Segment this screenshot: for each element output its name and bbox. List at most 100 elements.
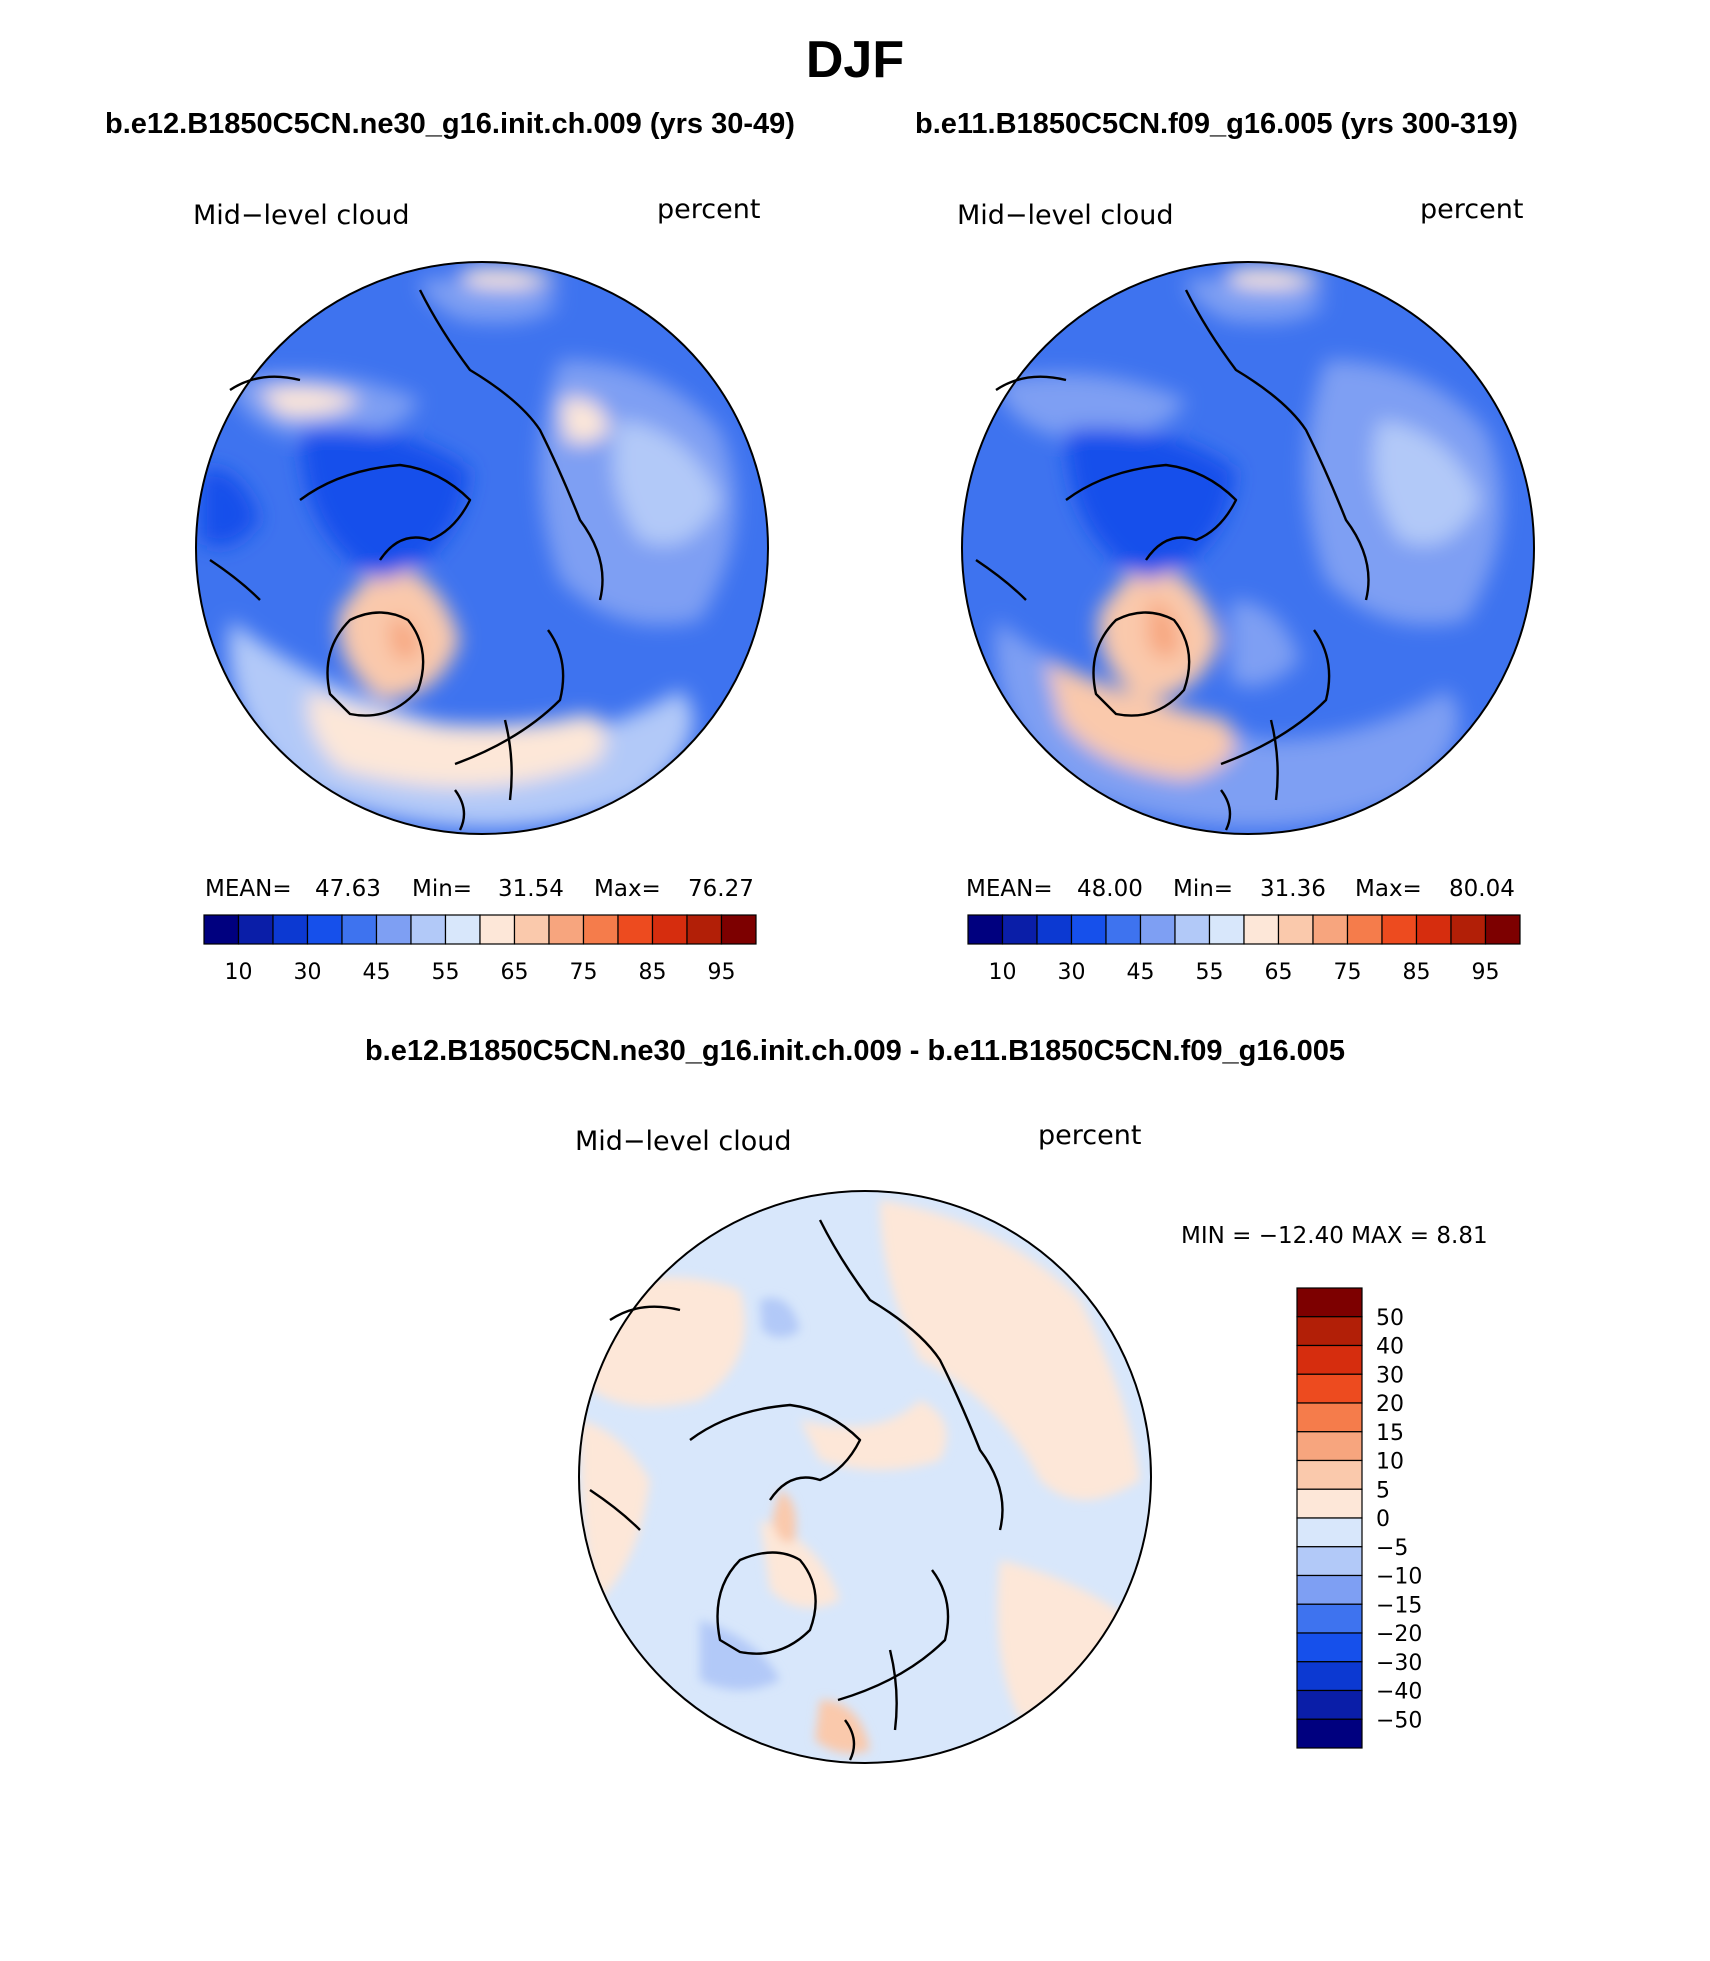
right-colorbar-swatch — [1070, 914, 1107, 945]
left-max-label: Max= — [594, 876, 661, 902]
left-colorbar-swatch — [617, 914, 654, 945]
left-colorbar-swatch — [375, 914, 412, 945]
right-colorbar-swatch — [1381, 914, 1418, 945]
right-colorbar-tick-label: 75 — [1334, 960, 1362, 985]
diff-colorbar-tick-label: 5 — [1376, 1478, 1390, 1503]
left-colorbar-tick-label: 65 — [501, 960, 529, 985]
right-colorbar-swatch — [1450, 914, 1487, 945]
left-colorbar-swatch — [306, 914, 343, 945]
left-colorbar-swatch — [341, 914, 378, 945]
right-colorbar: 10 30 45 55 65 75 85 95 — [967, 914, 1521, 985]
left-colorbar-swatch — [582, 914, 619, 945]
diff-colorbar-tick-label: −40 — [1376, 1680, 1422, 1705]
diff-colorbar-tick-label: 0 — [1376, 1507, 1390, 1532]
left-colorbar-swatch — [513, 914, 550, 945]
right-colorbar-tick-label: 55 — [1196, 960, 1224, 985]
left-min-label: Min= — [412, 876, 473, 902]
right-colorbar-swatch — [1346, 914, 1383, 945]
figure-title: DJF — [805, 31, 905, 89]
diff-colorbar-swatch — [1296, 1603, 1363, 1634]
diff-map-contours — [580, 1200, 1140, 1754]
right-min-label: Min= — [1173, 876, 1234, 902]
left-variable-label: Mid−level cloud — [193, 200, 410, 231]
diff-colorbar-tick-label: 40 — [1376, 1335, 1404, 1360]
right-colorbar-swatch — [967, 914, 1004, 945]
right-colorbar-swatch — [1208, 914, 1245, 945]
diff-colorbar-tick-label: −15 — [1376, 1593, 1422, 1618]
right-max-label: Max= — [1355, 876, 1422, 902]
left-colorbar-swatch — [548, 914, 585, 945]
right-colorbar-tick-label: 10 — [989, 960, 1017, 985]
diff-variable-label: Mid−level cloud — [575, 1126, 792, 1157]
left-colorbar-tick-label: 30 — [294, 960, 322, 985]
left-colorbar-tick-label: 10 — [225, 960, 253, 985]
left-colorbar-tick-label: 85 — [639, 960, 667, 985]
right-case-title: b.e11.B1850C5CN.f09_g16.005 (yrs 300-319… — [915, 108, 1518, 140]
right-units-label: percent — [1420, 194, 1524, 225]
diff-colorbar-swatch — [1296, 1373, 1363, 1404]
left-colorbar-swatch — [237, 914, 274, 945]
right-colorbar-swatch — [1036, 914, 1073, 945]
left-colorbar-swatch — [479, 914, 516, 945]
left-colorbar-tick-label: 95 — [708, 960, 736, 985]
left-colorbar-tick-label: 45 — [363, 960, 391, 985]
left-mean-value: 47.63 — [315, 876, 381, 902]
diff-colorbar-swatch — [1296, 1689, 1363, 1720]
right-colorbar-tick-label: 30 — [1058, 960, 1086, 985]
diff-colorbar-swatch — [1296, 1316, 1363, 1347]
diff-map-outline — [578, 1190, 1152, 1764]
right-mean-value: 48.00 — [1077, 876, 1143, 902]
right-colorbar-swatch — [1174, 914, 1211, 945]
left-case-title: b.e12.B1850C5CN.ne30_g16.init.ch.009 (yr… — [105, 108, 795, 140]
right-map-contours — [994, 267, 1502, 828]
diff-colorbar-tick-label: 15 — [1376, 1421, 1404, 1446]
right-colorbar-swatch — [1243, 914, 1280, 945]
diff-colorbar-swatch — [1296, 1632, 1363, 1663]
left-max-value: 76.27 — [688, 876, 754, 902]
diff-coastlines — [589, 1219, 1004, 1761]
diff-map — [579, 1191, 1151, 1763]
left-colorbar-swatch — [203, 914, 240, 945]
left-colorbar: 10 30 45 55 65 75 85 95 — [203, 914, 757, 985]
right-colorbar-swatch — [1277, 914, 1314, 945]
left-colorbar-swatch — [720, 914, 757, 945]
left-units-label: percent — [657, 194, 761, 225]
right-colorbar-tick-label: 65 — [1265, 960, 1293, 985]
diff-colorbar-tick-label: 30 — [1376, 1363, 1404, 1388]
diff-colorbar-tick-label: −5 — [1376, 1536, 1408, 1561]
diff-colorbar-tick-label: −10 — [1376, 1565, 1422, 1590]
diff-colorbar-swatch — [1296, 1718, 1363, 1749]
right-colorbar-tick-label: 85 — [1403, 960, 1431, 985]
diff-colorbar-swatch — [1296, 1287, 1363, 1318]
right-max-value: 80.04 — [1449, 876, 1515, 902]
left-map — [196, 262, 768, 834]
diff-colorbar-tick-label: 20 — [1376, 1392, 1404, 1417]
left-colorbar-swatch — [651, 914, 688, 945]
right-colorbar-tick-label: 95 — [1472, 960, 1500, 985]
right-colorbar-swatch — [1105, 914, 1142, 945]
left-colorbar-swatch — [410, 914, 447, 945]
right-colorbar-swatch — [1139, 914, 1176, 945]
right-colorbar-swatch — [1312, 914, 1349, 945]
left-mean-label: MEAN= — [205, 876, 292, 902]
diff-colorbar-tick-label: −50 — [1376, 1708, 1422, 1733]
diff-colorbar-swatch — [1296, 1431, 1363, 1462]
diff-colorbar-swatch — [1296, 1459, 1363, 1490]
diff-colorbar-swatch — [1296, 1488, 1363, 1519]
diff-colorbar-swatch — [1296, 1574, 1363, 1605]
diff-colorbar-swatch — [1296, 1517, 1363, 1548]
left-colorbar-swatch — [686, 914, 723, 945]
right-min-value: 31.36 — [1260, 876, 1326, 902]
left-colorbar-swatch — [272, 914, 309, 945]
diff-units-label: percent — [1038, 1120, 1142, 1151]
diff-colorbar-tick-label: −30 — [1376, 1651, 1422, 1676]
left-coastlines — [209, 289, 604, 831]
diff-colorbar-swatch — [1296, 1344, 1363, 1375]
right-map-outline — [961, 261, 1535, 835]
diff-colorbar-tick-label: 10 — [1376, 1450, 1404, 1475]
left-min-value: 31.54 — [498, 876, 564, 902]
diff-case-title: b.e12.B1850C5CN.ne30_g16.init.ch.009 - b… — [364, 1035, 1346, 1067]
right-colorbar-swatch — [1415, 914, 1452, 945]
